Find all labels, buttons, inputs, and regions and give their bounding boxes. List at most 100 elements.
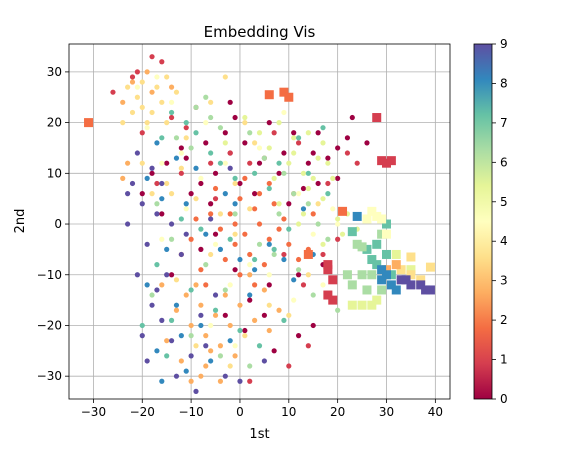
- data-point: [300, 211, 307, 217]
- data-point: [295, 272, 302, 278]
- data-point: [310, 292, 316, 298]
- data-point: [129, 79, 136, 85]
- data-point: [134, 94, 140, 100]
- data-point: [330, 175, 336, 181]
- data-point-square: [382, 265, 391, 275]
- data-point: [227, 363, 233, 369]
- data-point: [125, 84, 131, 90]
- data-point-square: [382, 158, 391, 168]
- data-point: [252, 140, 258, 146]
- data-point: [237, 180, 243, 187]
- data-point: [178, 216, 184, 222]
- data-point: [149, 165, 155, 171]
- data-point: [188, 191, 194, 197]
- data-point: [237, 302, 243, 308]
- data-point: [305, 201, 311, 207]
- data-point: [330, 206, 336, 212]
- data-point: [178, 251, 184, 258]
- colorbar-tick-label: 4: [500, 234, 508, 248]
- data-point: [173, 302, 180, 308]
- data-point: [261, 312, 267, 318]
- data-point: [232, 231, 238, 237]
- data-point: [252, 256, 258, 263]
- data-point: [212, 241, 219, 247]
- data-point: [208, 114, 214, 121]
- data-point: [286, 312, 292, 318]
- data-point: [252, 191, 258, 197]
- x-tick-label: −20: [130, 405, 155, 419]
- data-point: [203, 343, 209, 349]
- data-point-square: [357, 300, 367, 310]
- data-point: [256, 145, 263, 151]
- x-tick-label: 30: [379, 405, 394, 419]
- data-point: [183, 135, 189, 141]
- data-point: [188, 353, 194, 359]
- data-point: [168, 272, 175, 278]
- data-point: [232, 353, 238, 359]
- data-point: [276, 226, 282, 232]
- data-point-square: [264, 90, 274, 100]
- data-point: [310, 211, 316, 217]
- data-point-square: [372, 211, 382, 221]
- data-point: [281, 150, 287, 156]
- data-point: [242, 327, 248, 334]
- data-point: [159, 211, 165, 217]
- data-point: [281, 170, 287, 176]
- colorbar-tick-label: 6: [500, 155, 508, 169]
- data-point: [349, 114, 355, 121]
- data-point: [320, 251, 326, 258]
- data-point: [310, 150, 316, 156]
- y-tick-label: 10: [47, 166, 62, 180]
- data-point: [300, 206, 307, 212]
- data-point: [183, 120, 189, 126]
- data-point-square: [342, 270, 352, 280]
- data-point-square: [382, 270, 391, 280]
- data-point: [198, 175, 204, 181]
- data-point: [144, 69, 150, 75]
- data-point: [212, 307, 219, 313]
- data-point: [183, 155, 189, 161]
- data-point: [315, 130, 321, 136]
- data-point: [256, 130, 263, 136]
- data-point: [320, 282, 326, 288]
- data-point: [295, 333, 302, 339]
- data-point: [315, 155, 321, 161]
- data-point-square: [372, 260, 382, 270]
- colorbar-tick-label: 2: [500, 313, 508, 327]
- data-point: [335, 216, 341, 222]
- data-point-square: [406, 270, 416, 280]
- data-point: [295, 140, 302, 146]
- data-point: [232, 241, 238, 247]
- data-point: [203, 94, 209, 100]
- data-point: [247, 206, 253, 212]
- data-point-square: [382, 249, 391, 259]
- data-point: [232, 201, 238, 207]
- data-point: [222, 130, 228, 136]
- data-point: [193, 196, 199, 202]
- data-point: [164, 272, 170, 278]
- data-point: [232, 211, 238, 217]
- data-point: [198, 267, 204, 273]
- data-point: [305, 272, 311, 278]
- data-point: [164, 353, 170, 359]
- data-point: [237, 256, 243, 263]
- colorbar-tick-label: 3: [500, 274, 508, 288]
- data-point: [295, 135, 302, 141]
- data-point-square: [391, 249, 401, 259]
- data-point: [247, 297, 253, 303]
- data-point: [325, 155, 331, 161]
- data-point: [188, 236, 194, 242]
- data-point: [203, 262, 209, 268]
- data-point: [315, 180, 321, 187]
- data-point: [276, 170, 282, 176]
- data-point: [173, 277, 180, 283]
- data-point: [276, 211, 282, 217]
- y-axis-ticks: −30 −20 −10 0 10 20 30: [37, 65, 69, 383]
- data-point: [139, 160, 145, 166]
- data-point: [344, 135, 351, 141]
- data-point: [266, 282, 272, 288]
- data-point: [193, 165, 199, 171]
- data-point: [168, 114, 175, 121]
- data-point: [232, 343, 238, 349]
- data-point: [222, 191, 228, 197]
